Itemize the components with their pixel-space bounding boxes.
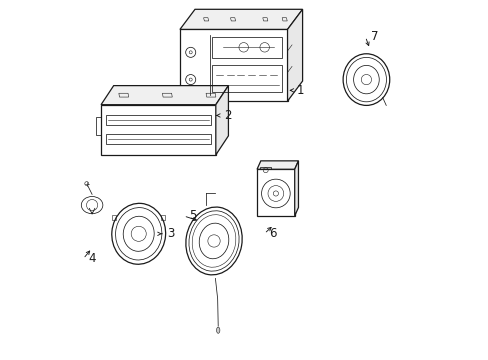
Text: 6: 6 (269, 227, 276, 240)
Polygon shape (287, 9, 302, 101)
Text: 4: 4 (88, 252, 96, 265)
Polygon shape (215, 86, 228, 155)
Ellipse shape (216, 327, 220, 333)
Text: 3: 3 (167, 227, 174, 240)
Text: 1: 1 (296, 84, 303, 97)
Polygon shape (101, 105, 215, 155)
Polygon shape (101, 86, 228, 105)
Text: 2: 2 (224, 109, 232, 122)
Polygon shape (180, 9, 302, 30)
Polygon shape (257, 169, 294, 216)
Polygon shape (294, 161, 298, 216)
Polygon shape (180, 30, 287, 101)
Text: 7: 7 (370, 30, 377, 43)
Polygon shape (257, 161, 298, 169)
Text: 5: 5 (188, 210, 196, 222)
